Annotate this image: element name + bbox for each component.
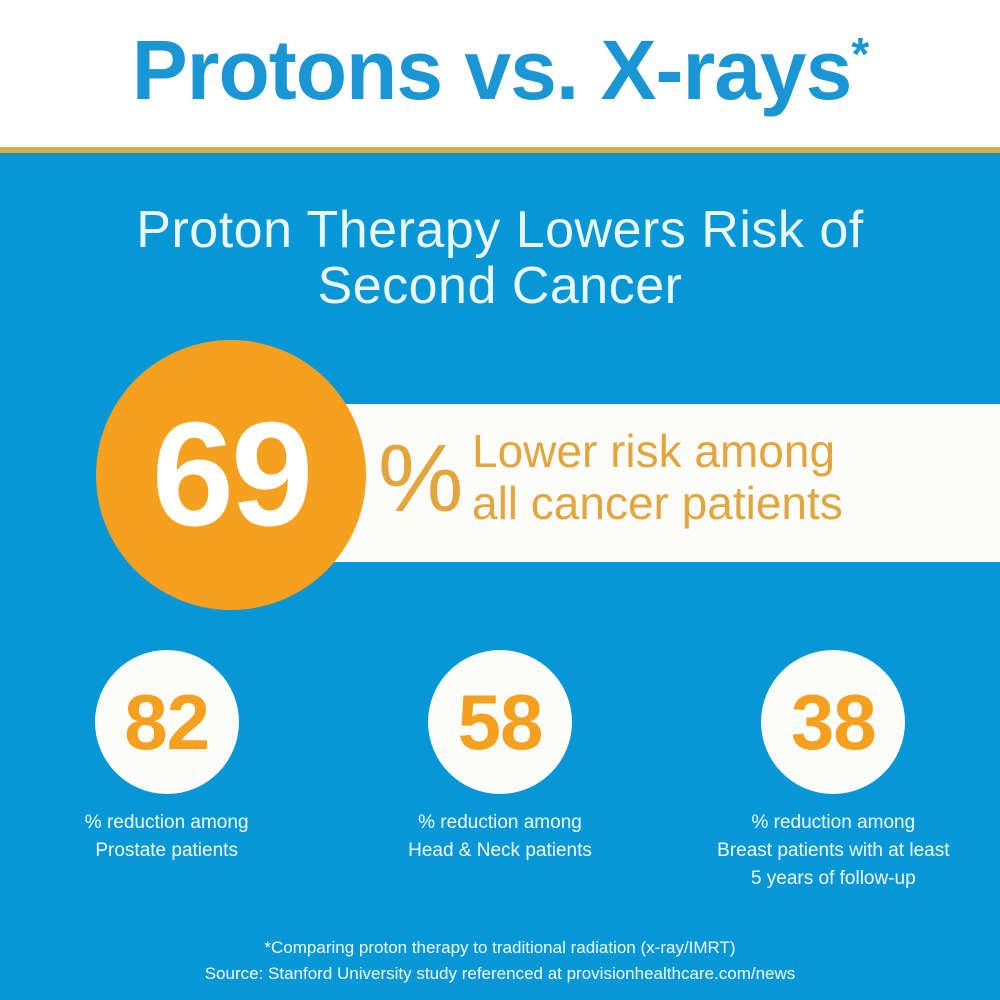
gold-divider-shadow bbox=[0, 153, 1000, 156]
header-band: Protons vs. X-rays* bbox=[0, 0, 1000, 148]
stat-circle: 58 bbox=[427, 650, 572, 794]
stat-item-breast: 38 % reduction among Breast patients wit… bbox=[667, 650, 1000, 900]
stat-number: 82 bbox=[124, 677, 210, 766]
headline-orange-circle bbox=[96, 340, 366, 610]
headline-percent-symbol: % bbox=[378, 425, 464, 532]
stats-row: 82 % reduction among Prostate patients 5… bbox=[0, 650, 1000, 900]
title-asterisk: * bbox=[851, 28, 869, 80]
footnote-comparison: *Comparing proton therapy to traditional… bbox=[264, 938, 736, 957]
stat-circle: 82 bbox=[94, 650, 239, 794]
headline-stat-number: 69 bbox=[151, 392, 314, 557]
stat-number: 38 bbox=[790, 677, 877, 766]
stat-caption: % reduction among Head & Neck patients bbox=[408, 812, 592, 861]
stat-number: 58 bbox=[457, 677, 544, 766]
footnotes: *Comparing proton therapy to traditional… bbox=[0, 935, 1000, 987]
page-title: Protons vs. X-rays* bbox=[0, 18, 1000, 122]
stat-item-head-neck: 58 % reduction among Head & Neck patient… bbox=[333, 650, 666, 900]
subtitle: Proton Therapy Lowers Risk of Second Can… bbox=[136, 201, 864, 315]
headline-description: Lower risk among all cancer patients bbox=[472, 425, 843, 529]
stat-circle: 38 bbox=[761, 650, 906, 794]
stat-caption: % reduction among Prostate patients bbox=[84, 812, 249, 861]
stat-caption: % reduction among Breast patients with a… bbox=[717, 812, 950, 889]
stat-item-prostate: 82 % reduction among Prostate patients bbox=[0, 650, 333, 900]
gold-divider bbox=[0, 147, 1000, 153]
footnote-source: Source: Stanford University study refere… bbox=[204, 964, 796, 983]
page-title-text: Protons vs. X-rays bbox=[131, 23, 853, 117]
